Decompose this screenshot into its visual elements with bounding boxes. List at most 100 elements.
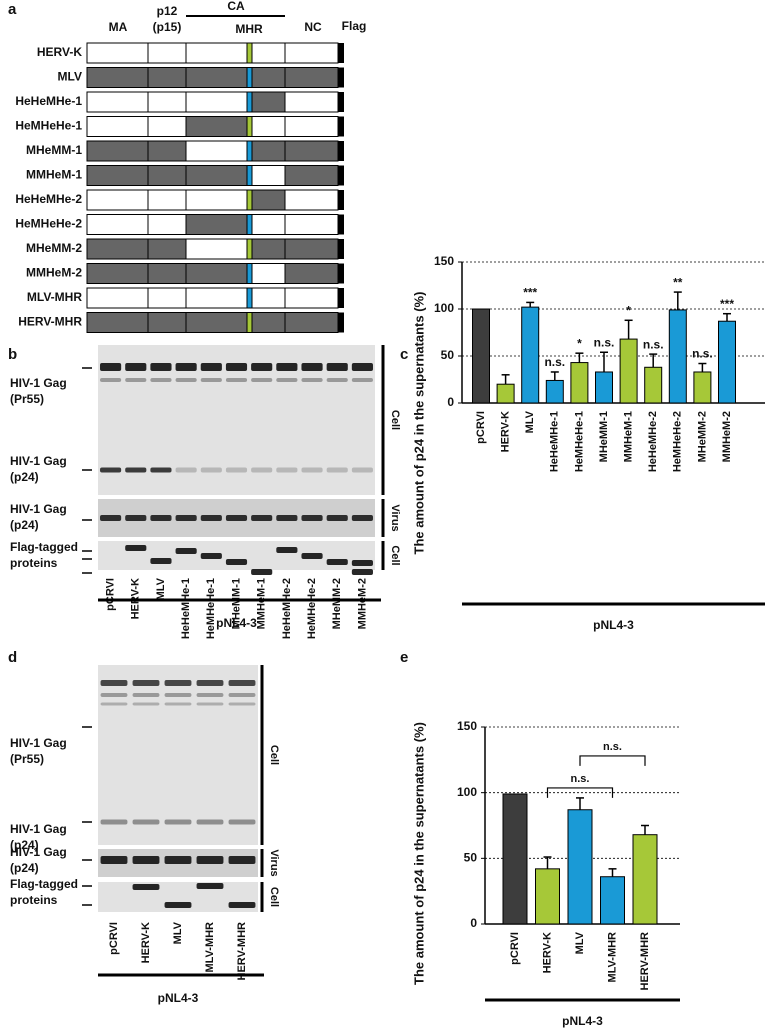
bar [619,338,638,404]
bar [595,371,613,404]
construct-segment [86,263,149,284]
flag-tag [338,214,344,235]
blot-band [100,378,122,382]
construct-segment [86,214,149,235]
significance-label: *** [523,286,537,300]
x-tick-label: HERV-MHR [639,932,651,991]
construct-segment [86,116,149,137]
construct-segment [284,91,339,113]
blot-band [175,515,197,521]
flag-tag [338,92,344,112]
construct-segment [185,189,248,211]
blot-band [200,553,222,559]
band-label: HIV-1 Gag [10,822,67,836]
comparison-bracket [546,787,614,798]
construct-name: MHeMM-2 [26,241,82,255]
blot-band [326,378,348,382]
construct-segment [251,42,286,64]
construct-segment [185,116,248,137]
construct-segment [86,165,149,186]
construct-segment [251,165,286,186]
compartment-label: Cell [268,745,280,765]
blot-band [100,856,128,864]
band-label: (p24) [10,518,39,532]
blot-band [301,553,323,559]
construct-segment [86,91,149,113]
construct-segment [185,165,248,186]
y-tick-label: 50 [441,348,455,362]
bar [496,383,515,404]
blot-band [351,378,373,382]
construct-segment [246,287,253,309]
blot-band [164,856,192,864]
flag-tag [338,288,344,308]
band-label: (p24) [10,861,39,875]
blot-band [351,569,373,575]
construct-segment [284,238,339,260]
construct-segment [246,140,253,162]
construct-segment [147,238,187,260]
lane-label: MLV-MHR [204,922,216,973]
blot-band [164,819,192,825]
band-label: (Pr55) [10,752,44,766]
construct-segment [284,42,339,64]
blot-band [251,363,273,371]
blot-band [132,702,160,706]
construct-segment [147,189,187,211]
construct-name: MMHeM-1 [26,168,82,182]
construct-segment [251,238,286,260]
significance-label: n.s. [692,347,713,361]
domain-header: Flag [342,19,367,33]
blot-band [200,378,222,382]
x-axis-label: pNL4-3 [562,1014,603,1028]
plasmid-label: pNL4-3 [216,616,257,630]
blot-band [228,693,256,697]
construct-segment [284,67,339,88]
construct-segment [284,165,339,186]
blot-band [301,363,323,371]
construct-segment [251,91,286,113]
construct-segment [251,312,286,333]
construct-segment [147,140,187,162]
x-tick-label: pCRVI [509,932,521,965]
bar [693,371,712,404]
construct-segment [284,263,339,284]
blot-band [228,856,256,864]
x-tick-label: MHeMM-1 [598,411,610,462]
y-tick-label: 150 [457,719,477,733]
construct-segment [147,287,187,309]
blot-band [196,680,224,686]
domain-header: NC [304,20,322,34]
blot-band [175,467,197,473]
blot-band [100,680,128,686]
lane-label: HeHeMHe-2 [281,578,293,639]
flag-tag [338,43,344,63]
construct-segment [246,67,253,88]
blot-band [301,378,323,382]
bar [600,876,625,925]
blot-band [228,680,256,686]
bar [718,320,736,404]
domain-header: MHR [235,22,263,36]
blot-band [164,680,192,686]
blot-band [100,819,128,825]
blot-band [251,467,273,473]
band-label: proteins [10,893,58,907]
blot-band [351,560,373,566]
band-label: Flag-tagged [10,877,78,891]
blot-band [150,467,172,473]
construct-segment [86,238,149,260]
construct-name: MLV-MHR [27,290,82,304]
blot-band [225,467,248,473]
panel-letter: d [8,649,17,666]
construct-segment [185,263,248,284]
construct-segment [86,189,149,211]
construct-segment [86,287,149,309]
construct-segment [246,189,253,211]
significance-label: * [577,336,582,350]
construct-segment [246,116,253,137]
construct-name: HeHeMHe-1 [15,94,82,108]
blot-band [251,569,273,575]
y-tick-label: 50 [464,851,478,865]
